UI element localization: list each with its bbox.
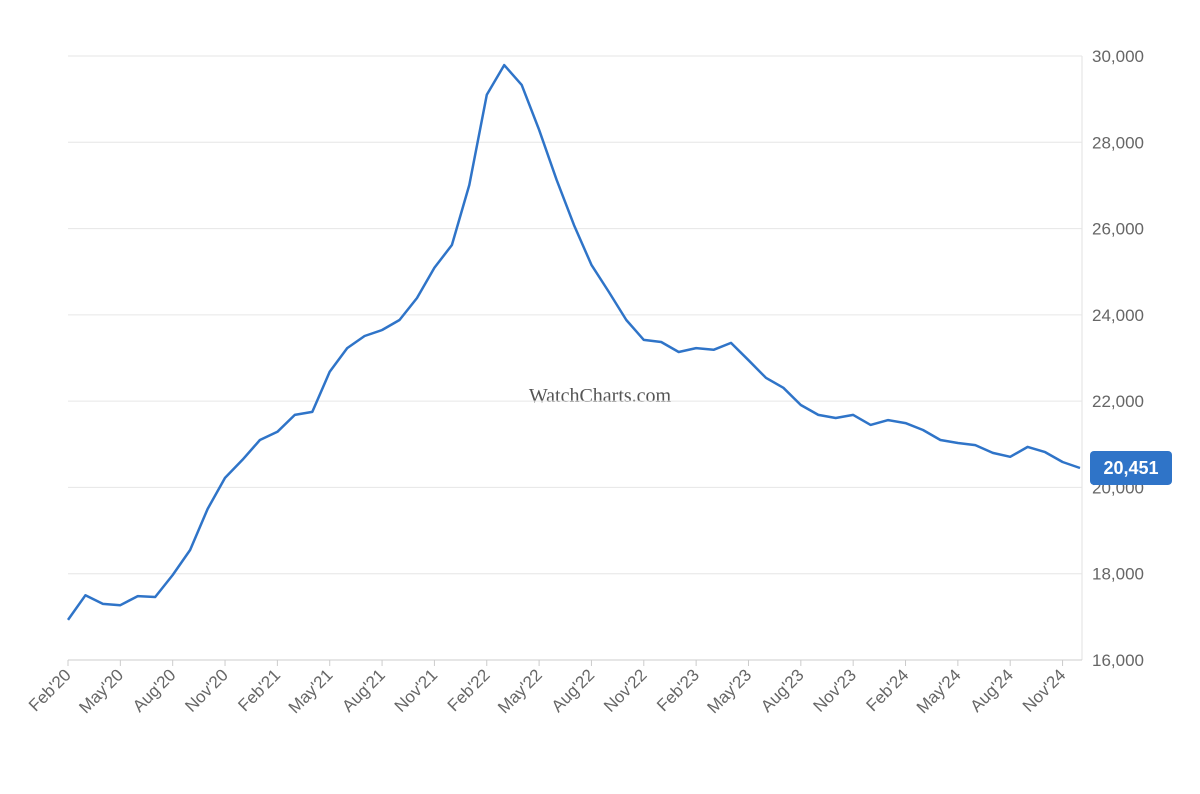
x-tick-label: Aug'21 xyxy=(338,665,388,715)
x-tick-label: Aug'24 xyxy=(967,665,1017,715)
x-tick-label: Nov'24 xyxy=(1019,665,1069,715)
last-value-badge xyxy=(1090,450,1172,485)
x-tick-label: May'23 xyxy=(703,665,755,717)
y-tick-label: 22,000 xyxy=(1092,392,1144,411)
y-tick-label: 16,000 xyxy=(1092,651,1144,670)
x-tick-label: Nov'23 xyxy=(810,665,860,715)
y-tick-label: 24,000 xyxy=(1092,306,1144,325)
x-tick-label: May'24 xyxy=(913,665,965,717)
x-tick-label: May'22 xyxy=(494,665,546,717)
y-tick-label: 30,000 xyxy=(1092,47,1144,66)
x-tick-label: Feb'22 xyxy=(444,665,494,715)
y-tick-label: 28,000 xyxy=(1092,133,1144,152)
y-tick-label: 26,000 xyxy=(1092,220,1144,239)
x-tick-label: Feb'23 xyxy=(653,665,703,715)
x-tick-label: Nov'20 xyxy=(181,665,231,715)
x-tick-label: Nov'21 xyxy=(391,665,441,715)
y-tick-label: 18,000 xyxy=(1092,565,1144,584)
price-line xyxy=(66,63,1081,621)
x-tick-label: Feb'20 xyxy=(25,665,75,715)
x-tick-label: Aug'23 xyxy=(757,665,807,715)
x-tick-label: Feb'21 xyxy=(234,665,284,715)
last-value-label: 20,451 xyxy=(1103,458,1158,478)
watermark: WatchCharts.com xyxy=(529,385,672,407)
x-tick-label: Aug'20 xyxy=(129,665,179,715)
x-tick-label: Nov'22 xyxy=(600,665,650,715)
x-tick-label: May'20 xyxy=(75,665,127,717)
x-tick-label: Feb'24 xyxy=(863,665,913,715)
x-tick-label: Aug'22 xyxy=(548,665,598,715)
x-tick-label: May'21 xyxy=(285,665,337,717)
